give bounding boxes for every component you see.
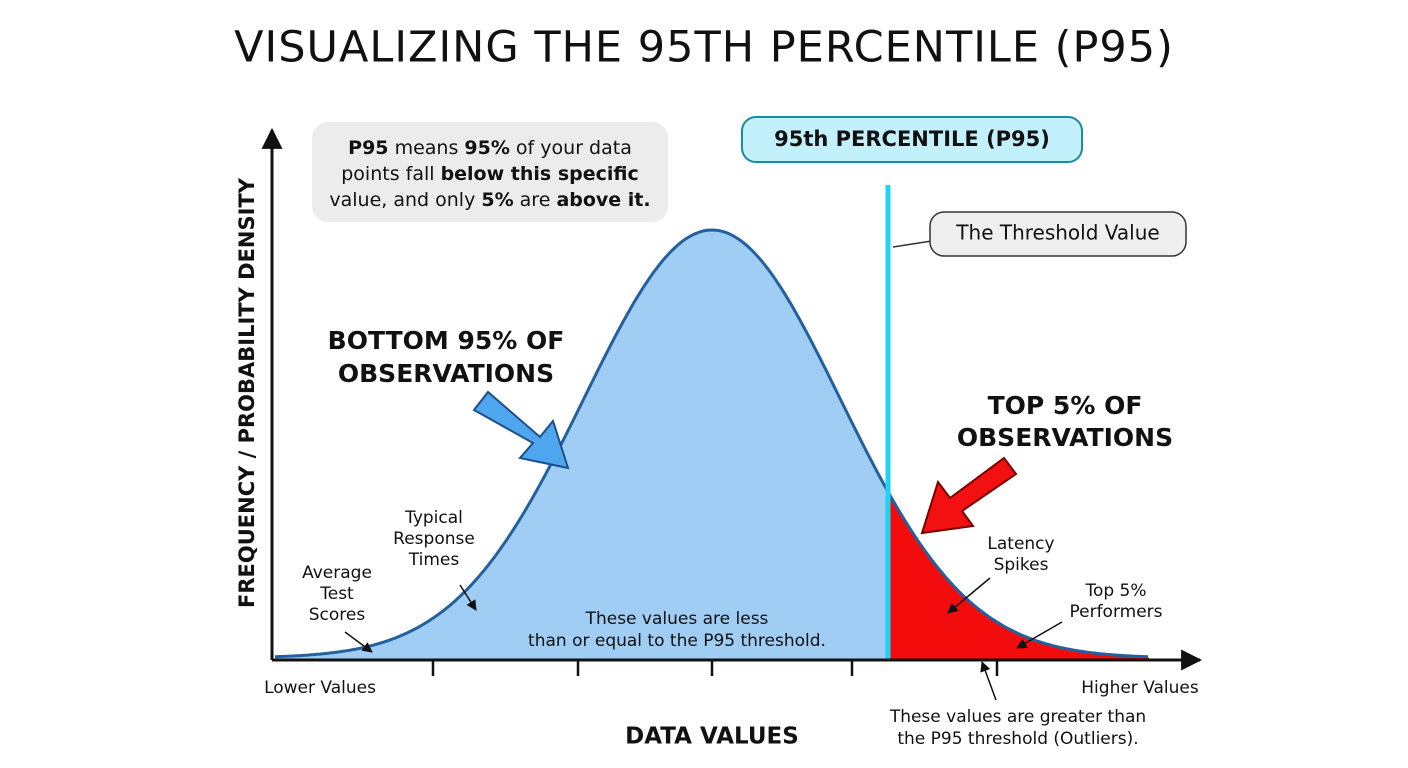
x-axis-start: Lower Values bbox=[264, 678, 376, 698]
top-area bbox=[888, 495, 1150, 660]
marker-box bbox=[741, 116, 1083, 163]
x-axis-end: Higher Values bbox=[1081, 678, 1199, 698]
annotation: Performers bbox=[1069, 602, 1162, 622]
title: VISUALIZING THE 95TH PERCENTILE (P95) bbox=[234, 23, 1174, 73]
annotation: Times bbox=[408, 550, 460, 570]
info-segment: value, and only bbox=[329, 189, 481, 211]
info-segment: 5% bbox=[481, 189, 513, 211]
pointers bbox=[344, 577, 1063, 701]
info-segment: of your data bbox=[510, 137, 632, 159]
info-segment: P95 bbox=[348, 137, 388, 159]
annotation: Average bbox=[302, 563, 372, 583]
info-segment: are bbox=[514, 189, 557, 211]
annotation: Spikes bbox=[994, 555, 1049, 575]
top-label: TOP 5% OF bbox=[988, 391, 1143, 420]
marker-label: 95th PERCENTILE (P95) bbox=[774, 127, 1050, 151]
annotation: Scores bbox=[309, 605, 366, 625]
x-axis-label: DATA VALUES bbox=[625, 724, 799, 750]
annotation: Latency bbox=[987, 534, 1054, 554]
annotation: Response bbox=[393, 529, 475, 549]
info-box bbox=[312, 122, 668, 222]
info-segment: 95% bbox=[464, 137, 509, 159]
bottom-arrow bbox=[472, 390, 570, 470]
bottom-area bbox=[275, 230, 888, 660]
below-note: than or equal to the P95 threshold. bbox=[528, 631, 826, 651]
info-segment: below this specific bbox=[441, 163, 639, 185]
distribution-curve bbox=[274, 228, 1150, 660]
top-arrow bbox=[920, 456, 1018, 535]
info-segment: means bbox=[389, 137, 465, 159]
top-label: OBSERVATIONS bbox=[957, 423, 1173, 452]
info-line: value, and only 5% are above it. bbox=[329, 189, 650, 211]
info-line: points fall below this specific bbox=[341, 163, 639, 185]
labels: BOTTOM 95% OF OBSERVATIONS TOP 5% OF OBSERV… bbox=[302, 326, 1173, 749]
info-segment: above it. bbox=[556, 189, 650, 211]
info-line: P95 means 95% of your data bbox=[348, 137, 632, 159]
annotation: Top 5% bbox=[1084, 581, 1146, 601]
annotation: Test bbox=[319, 584, 354, 604]
above-note: the P95 threshold (Outliers). bbox=[897, 729, 1138, 749]
bottom-label: OBSERVATIONS bbox=[338, 359, 554, 388]
threshold-callout: The Threshold Value bbox=[955, 221, 1159, 245]
axis-ticks bbox=[431, 660, 999, 676]
bottom-label: BOTTOM 95% OF bbox=[328, 326, 565, 355]
info-segment: points fall bbox=[341, 163, 440, 185]
annotation: Typical bbox=[404, 508, 463, 528]
curve-line bbox=[274, 228, 1149, 659]
y-axis-label: FREQUENCY / PROBABILITY DENSITY bbox=[235, 177, 259, 608]
info-text: P95 means 95% of your data points fall be… bbox=[329, 137, 650, 211]
above-note: These values are greater than bbox=[889, 707, 1146, 727]
callout-box bbox=[929, 211, 1187, 257]
below-note: These values are less bbox=[585, 609, 769, 629]
